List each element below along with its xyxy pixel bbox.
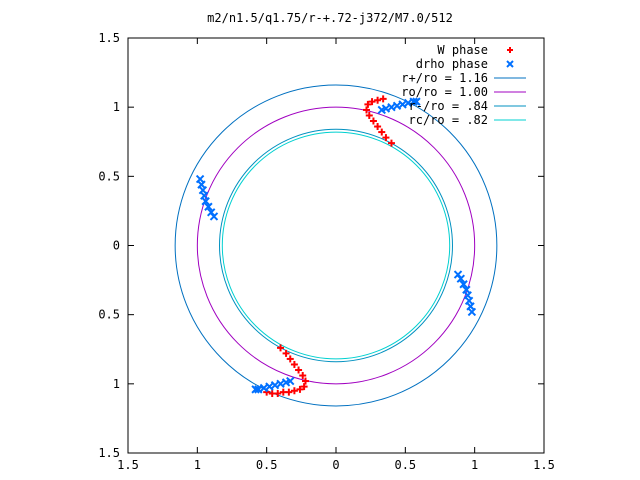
w-phase-point — [374, 123, 382, 131]
circle-curve — [174, 84, 498, 407]
x-tick-label: 1 — [194, 458, 201, 472]
w-phase-point — [365, 111, 373, 119]
circle-curve — [196, 106, 476, 385]
axis-ticks: 1.5 1 0.5 0 0.5 1 1.51.510.500.511.5 — [98, 31, 555, 472]
w-phase-point — [374, 96, 382, 104]
x-tick-label: 0.5 — [256, 458, 278, 472]
x-tick-label: 1.5 — [117, 458, 139, 472]
y-tick-label: 0.5 — [98, 308, 120, 322]
w-phase-point — [277, 344, 285, 352]
w-phase-point — [290, 360, 298, 368]
legend-label: W phase — [437, 43, 488, 57]
drho-phase-point — [459, 280, 468, 289]
y-tick-label: 1.5 — [98, 31, 120, 45]
legend-label: ro/ro = 1.00 — [401, 85, 488, 99]
w-phase-point — [290, 387, 298, 395]
w-phase-point — [507, 47, 513, 53]
drho-phase-point — [453, 270, 463, 279]
x-tick-label: 1.5 — [533, 458, 555, 472]
drho-phase-point — [209, 212, 219, 221]
w-phase-point — [286, 355, 294, 363]
x-tick-label: 1 — [471, 458, 478, 472]
circle-curve — [221, 131, 451, 360]
w-phase-point — [364, 100, 372, 108]
y-tick-label: 1.5 — [98, 446, 120, 460]
drho-phase-point — [412, 97, 421, 106]
y-tick-label: 0.5 — [98, 169, 120, 183]
circle-curve — [219, 128, 453, 363]
w-phase-point — [296, 385, 304, 393]
legend-label: r-/ro = .84 — [409, 99, 488, 113]
y-tick-label: 1 — [113, 377, 120, 391]
w-phase-point — [301, 377, 309, 385]
y-tick-label: 1 — [113, 100, 120, 114]
chart-title: m2/n1.5/q1.75/r-+.72-j372/M7.0/512 — [207, 11, 453, 25]
y-tick-label: 0 — [113, 239, 120, 253]
w-phase-point — [282, 349, 290, 357]
w-phase-point — [379, 95, 387, 103]
drho-phase-point — [201, 197, 210, 206]
w-phase-point — [279, 388, 287, 396]
w-phase-point — [300, 383, 308, 391]
x-tick-label: 0.5 — [394, 458, 416, 472]
legend-label: r+/ro = 1.16 — [401, 71, 488, 85]
w-phase-point — [268, 390, 276, 398]
x-tick-label: 0 — [332, 458, 339, 472]
drho-phase-point — [409, 97, 418, 106]
w-phase-point — [387, 139, 395, 147]
data-points — [195, 95, 477, 398]
w-phase-point — [299, 372, 307, 380]
w-phase-point — [368, 98, 376, 106]
drho-phase-point — [254, 385, 263, 394]
legend-label: drho phase — [416, 57, 488, 71]
w-phase-point — [378, 128, 386, 136]
legend-label: rc/ro = .82 — [409, 113, 488, 127]
w-phase-point — [363, 106, 371, 114]
w-phase-point — [369, 117, 377, 125]
drho-phase-point — [506, 60, 514, 68]
drho-phase-point — [204, 202, 213, 211]
w-phase-point — [382, 134, 390, 142]
radius-circles — [174, 84, 498, 407]
w-phase-point — [295, 366, 303, 374]
drho-phase-point — [251, 385, 260, 394]
drho-phase-point — [462, 285, 471, 294]
